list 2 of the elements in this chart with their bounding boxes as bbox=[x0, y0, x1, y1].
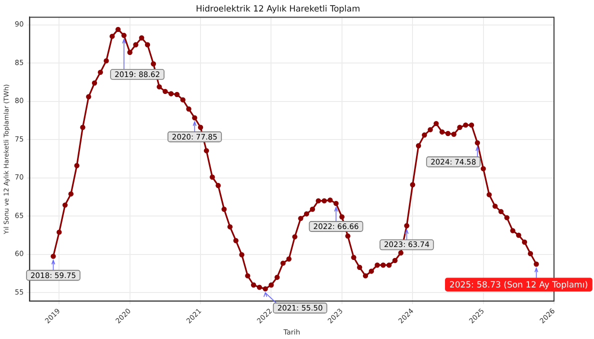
chart-title: Hidroelektrik 12 Aylık Hareketli Toplam bbox=[196, 4, 360, 14]
annotation: 2025: 58.73 (Son 12 Ay Toplamı) bbox=[449, 280, 588, 290]
